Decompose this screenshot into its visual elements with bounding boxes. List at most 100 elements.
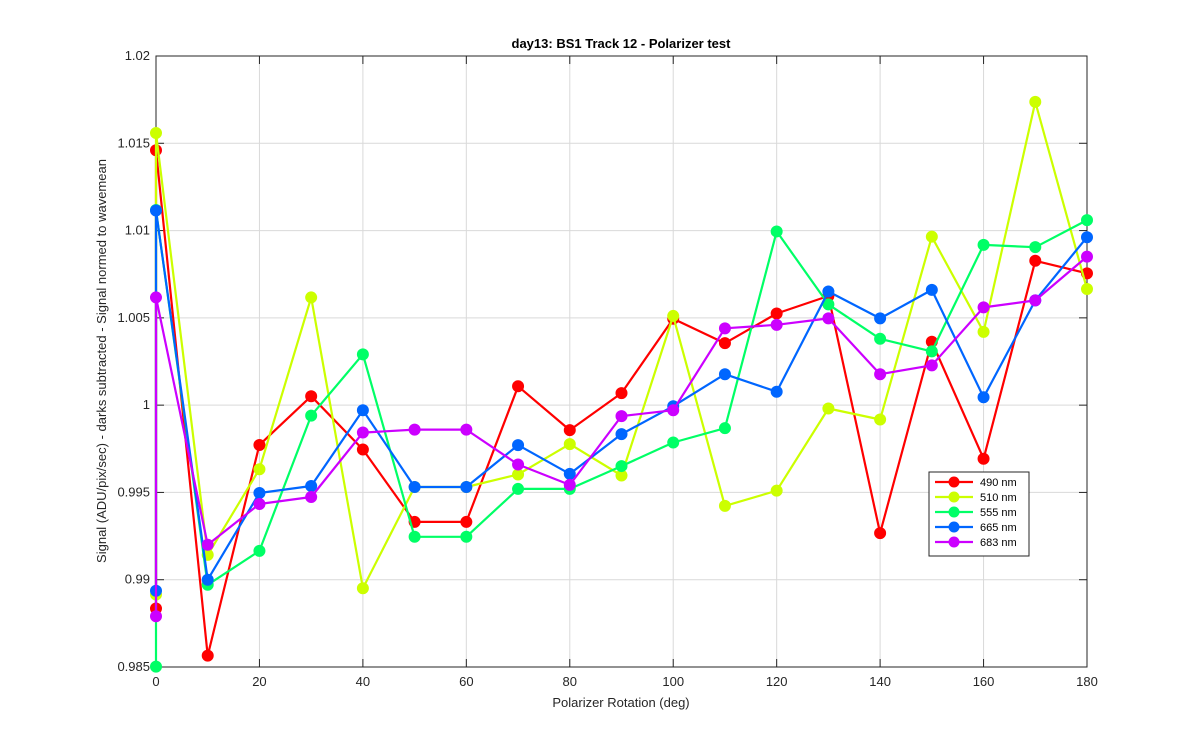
data-point bbox=[201, 573, 214, 586]
series-665-nm bbox=[150, 204, 1093, 597]
data-point bbox=[512, 380, 525, 393]
data-point bbox=[718, 422, 731, 435]
y-tick-label: 1.02 bbox=[125, 48, 150, 63]
legend-label: 510 nm bbox=[980, 492, 1017, 504]
x-tick-label: 40 bbox=[356, 674, 370, 689]
series-group bbox=[150, 95, 1093, 673]
x-tick-label: 60 bbox=[459, 674, 473, 689]
y-tick-label: 0.995 bbox=[117, 484, 150, 499]
data-point bbox=[201, 538, 214, 551]
data-point bbox=[356, 348, 369, 361]
legend-swatch-marker bbox=[948, 491, 960, 503]
series-490-nm bbox=[150, 144, 1093, 662]
data-point bbox=[925, 359, 938, 372]
x-tick-label: 0 bbox=[152, 674, 159, 689]
legend-label: 665 nm bbox=[980, 522, 1017, 534]
data-point bbox=[667, 436, 680, 449]
data-point bbox=[356, 426, 369, 439]
data-point bbox=[512, 468, 525, 481]
data-point bbox=[150, 610, 162, 623]
grid bbox=[156, 56, 1087, 667]
series-line bbox=[154, 209, 1088, 591]
data-point bbox=[925, 283, 938, 296]
series-line bbox=[154, 255, 1088, 617]
data-point bbox=[305, 390, 318, 403]
data-point bbox=[925, 230, 938, 243]
y-tick-label: 1 bbox=[143, 397, 150, 412]
data-point bbox=[977, 301, 990, 314]
data-point bbox=[874, 312, 887, 325]
legend-swatch-marker bbox=[948, 506, 960, 518]
data-point bbox=[253, 463, 266, 476]
series-683-nm bbox=[150, 250, 1093, 623]
legend-swatch-marker bbox=[948, 476, 960, 488]
x-tick-label: 20 bbox=[252, 674, 266, 689]
data-point bbox=[512, 458, 525, 471]
data-point bbox=[667, 404, 680, 417]
data-point bbox=[667, 309, 680, 322]
legend: 490 nm 510 nm 555 nm 665 nm 683 nm bbox=[928, 471, 1030, 557]
data-point bbox=[925, 345, 938, 358]
x-axis: 0 20 40 60 80 100 120 140 160 180 bbox=[152, 56, 1098, 689]
x-tick-label: 140 bbox=[869, 674, 891, 689]
data-point bbox=[822, 312, 835, 325]
data-point bbox=[1029, 254, 1042, 267]
data-point bbox=[770, 318, 783, 331]
y-axis: 0.985 0.99 0.995 1 1.005 1.01 1.015 1.02 bbox=[117, 48, 1087, 674]
x-tick-label: 80 bbox=[563, 674, 577, 689]
data-point bbox=[977, 238, 990, 251]
data-point bbox=[977, 452, 990, 465]
series-line bbox=[154, 100, 1089, 595]
chart-title: day13: BS1 Track 12 - Polarizer test bbox=[512, 36, 732, 51]
data-point bbox=[822, 402, 835, 415]
legend-label: 683 nm bbox=[980, 537, 1017, 549]
data-point bbox=[718, 368, 731, 381]
y-tick-label: 0.985 bbox=[117, 659, 150, 674]
data-point bbox=[1081, 283, 1093, 296]
x-tick-label: 120 bbox=[766, 674, 788, 689]
legend-item: 665 nm bbox=[935, 521, 1017, 534]
data-point bbox=[563, 438, 576, 451]
x-axis-label: Polarizer Rotation (deg) bbox=[552, 695, 689, 710]
y-tick-label: 1.005 bbox=[117, 310, 150, 325]
data-point bbox=[305, 409, 318, 422]
series-555-nm bbox=[150, 203, 1093, 673]
data-point bbox=[512, 482, 525, 495]
y-tick-label: 1.01 bbox=[125, 223, 150, 238]
data-point bbox=[770, 225, 783, 238]
x-tick-label: 180 bbox=[1076, 674, 1098, 689]
data-point bbox=[874, 332, 887, 345]
data-point bbox=[718, 337, 731, 350]
data-point bbox=[253, 438, 266, 451]
data-point bbox=[563, 467, 576, 480]
data-point bbox=[1081, 231, 1093, 244]
data-point bbox=[874, 527, 887, 540]
data-point bbox=[770, 385, 783, 398]
data-point bbox=[408, 481, 421, 494]
data-point bbox=[305, 490, 318, 503]
data-point bbox=[408, 530, 421, 543]
data-point bbox=[408, 423, 421, 436]
legend-swatch-marker bbox=[948, 521, 960, 533]
data-point bbox=[356, 582, 369, 595]
data-point bbox=[718, 322, 731, 335]
data-point bbox=[150, 291, 162, 304]
data-point bbox=[977, 391, 990, 404]
data-point bbox=[874, 368, 887, 381]
x-tick-label: 100 bbox=[662, 674, 684, 689]
data-point bbox=[1029, 95, 1042, 108]
data-point bbox=[253, 544, 266, 557]
data-point bbox=[305, 291, 318, 304]
data-point bbox=[615, 387, 628, 400]
legend-item: 555 nm bbox=[935, 506, 1017, 519]
data-point bbox=[150, 204, 162, 217]
data-point bbox=[305, 479, 318, 492]
legend-label: 555 nm bbox=[980, 507, 1017, 519]
y-tick-label: 1.015 bbox=[117, 135, 150, 150]
data-point bbox=[615, 410, 628, 423]
y-axis-label: Signal (ADU/pix/sec) - darks subtracted … bbox=[94, 159, 109, 563]
data-point bbox=[460, 530, 473, 543]
data-point bbox=[460, 423, 473, 436]
x-tick-label: 160 bbox=[973, 674, 995, 689]
